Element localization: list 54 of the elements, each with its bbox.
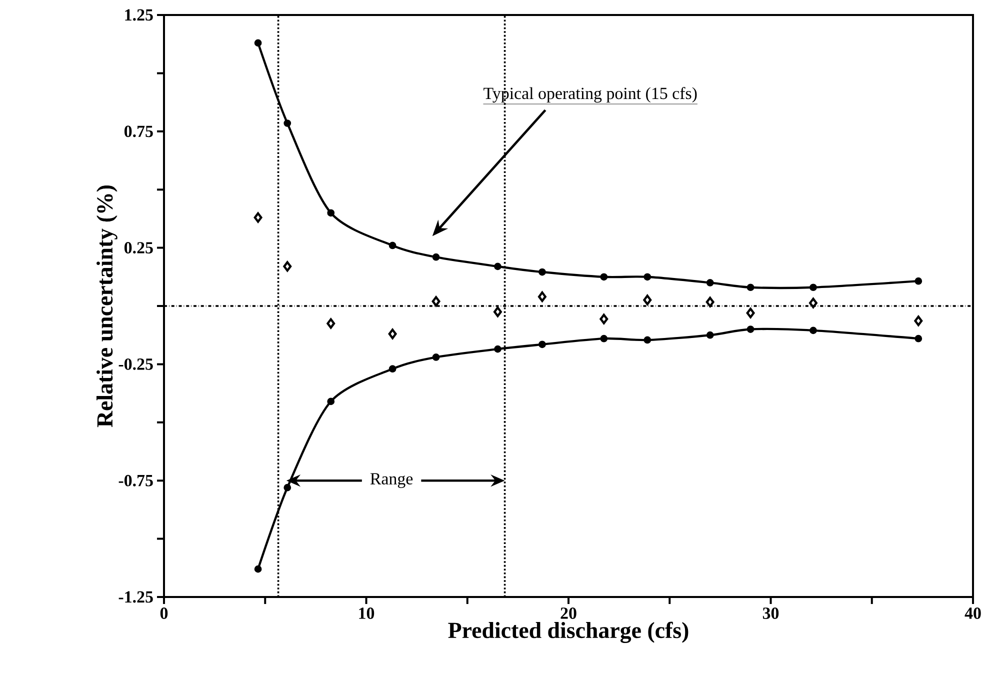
point: [644, 273, 652, 281]
point: [388, 365, 396, 373]
point: [706, 331, 714, 339]
point: [494, 262, 502, 270]
point: [254, 565, 262, 573]
x-tick-label: 40: [964, 608, 981, 619]
x-axis-title: Predicted discharge (cfs): [448, 622, 688, 643]
point: [284, 120, 292, 127]
point: [388, 242, 396, 250]
point: [600, 334, 608, 342]
x-tick-label: 30: [762, 608, 779, 619]
point: [283, 261, 292, 272]
point: [914, 277, 922, 285]
point: [746, 326, 754, 333]
point: [284, 484, 292, 492]
point: [327, 209, 335, 217]
x-tick-label: 20: [560, 608, 576, 619]
point: [914, 316, 923, 326]
point: [493, 306, 502, 318]
point: [432, 354, 440, 361]
y-axis-title: Relative uncertainty (%): [96, 185, 118, 428]
point: [538, 268, 546, 276]
point: [254, 212, 262, 223]
point: [810, 284, 817, 292]
y-tick-label: 1.25: [125, 9, 153, 21]
y-tick-label: -0.75: [118, 474, 153, 486]
point: [432, 296, 440, 307]
y-tick-label: 0.75: [124, 126, 153, 138]
annotation: Typical operating point (15 cfs): [484, 87, 697, 103]
point: [746, 308, 755, 318]
point: [706, 279, 714, 286]
point: [538, 340, 546, 348]
x-tick-label: 10: [359, 608, 374, 619]
point: [600, 273, 608, 281]
y-tick-label: -0.25: [118, 358, 153, 370]
point: [326, 318, 336, 329]
point: [388, 328, 397, 340]
annotation: Range: [370, 473, 413, 488]
x-tick-label: 0: [160, 608, 168, 619]
point: [494, 345, 502, 353]
point: [538, 291, 546, 302]
point: [706, 296, 714, 308]
point: [914, 334, 922, 342]
point: [643, 294, 652, 306]
y-tick-label: -1.25: [118, 591, 153, 603]
point: [432, 253, 440, 261]
point: [327, 398, 335, 406]
point: [746, 284, 754, 292]
point: [254, 39, 262, 47]
point: [600, 314, 608, 324]
point: [808, 298, 818, 308]
y-tick-label: 0.25: [124, 242, 153, 254]
point: [644, 336, 652, 344]
point: [810, 326, 817, 334]
